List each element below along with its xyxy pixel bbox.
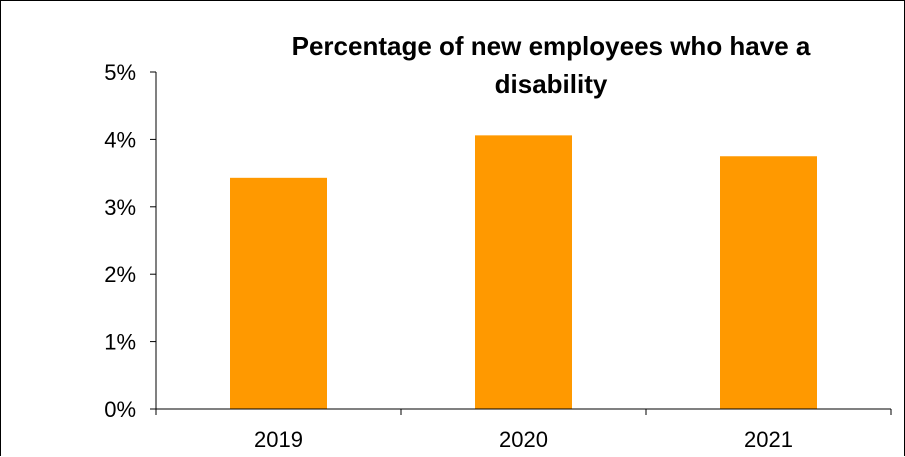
x-tick-label: 2021 [744, 427, 793, 452]
chart-title-line-2: disability [495, 69, 608, 99]
x-tick-label: 2019 [254, 427, 303, 452]
labels-layer: 0% 1% 2% 3% 4% 5% 2019 2020 2021 [104, 60, 793, 452]
bar-2019 [230, 177, 327, 409]
y-tick-label: 5% [104, 60, 136, 85]
y-tick-label: 0% [104, 397, 136, 422]
y-tick-label: 1% [104, 330, 136, 355]
y-tick-label: 2% [104, 262, 136, 287]
y-tick-label: 4% [104, 127, 136, 152]
bars-layer [230, 135, 817, 409]
x-tick-label: 2020 [499, 427, 548, 452]
y-tick-label: 3% [104, 195, 136, 220]
axes-layer [150, 71, 892, 415]
chart-title-line-1: Percentage of new employees who have a [292, 31, 811, 61]
bar-2021 [720, 156, 817, 409]
bar-2020 [475, 135, 572, 409]
